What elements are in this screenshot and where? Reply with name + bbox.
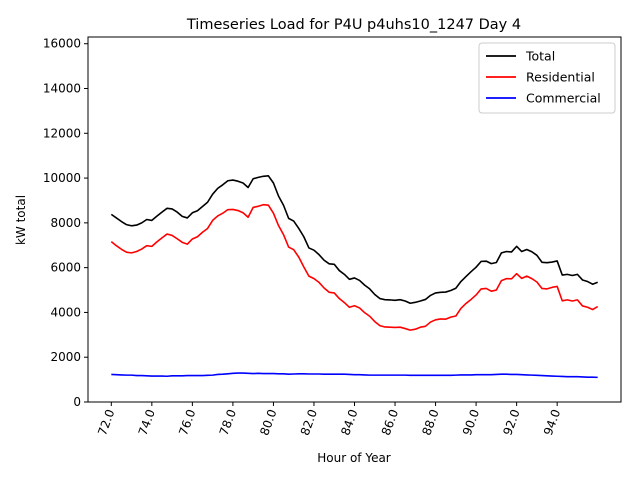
x-tick-label: 74.0 xyxy=(136,407,158,437)
y-tick-label: 16000 xyxy=(43,37,81,51)
x-tick-label: 80.0 xyxy=(257,407,279,437)
y-axis-label: kW total xyxy=(14,195,28,245)
x-tick-label: 72.0 xyxy=(95,407,117,437)
x-tick-label: 94.0 xyxy=(541,407,563,437)
x-tick-label: 90.0 xyxy=(460,407,482,437)
legend-entries: Total Residential Commercial xyxy=(486,49,601,106)
y-tick-label: 10000 xyxy=(43,171,81,185)
x-axis: 72.0 74.0 76.0 78.0 80.0 82.0 84.0 86.0 88.0 90.0… xyxy=(95,402,563,437)
series-line-residential xyxy=(110,203,599,331)
y-tick-label: 0 xyxy=(73,395,81,409)
series-line-total xyxy=(110,175,598,305)
legend-label-residential: Residential xyxy=(526,70,595,85)
y-axis: 0 2000 4000 6000 8000 10000 12000 14000 16000 xyxy=(43,37,88,409)
y-tick-label: 4000 xyxy=(50,305,81,319)
x-tick-label: 92.0 xyxy=(500,407,522,437)
y-tick-label: 6000 xyxy=(50,261,81,275)
y-tick-label: 8000 xyxy=(50,216,81,230)
x-tick-label: 86.0 xyxy=(379,407,401,437)
x-tick-label: 78.0 xyxy=(217,407,239,437)
series-layer xyxy=(110,175,599,379)
x-tick-label: 88.0 xyxy=(419,407,441,437)
legend-box xyxy=(478,42,616,114)
y-tick-label: 12000 xyxy=(43,126,81,140)
x-tick-label: 84.0 xyxy=(338,407,360,437)
series-line-commercial xyxy=(111,372,598,379)
legend-label-commercial: Commercial xyxy=(526,91,601,106)
y-tick-label: 2000 xyxy=(50,350,81,364)
y-tick-label: 14000 xyxy=(43,82,81,96)
legend: Total Residential Commercial xyxy=(478,42,616,114)
x-tick-label: 82.0 xyxy=(298,407,320,437)
chart-title: Timeseries Load for P4U p4uhs10_1247 Day… xyxy=(186,17,521,33)
x-tick-label: 76.0 xyxy=(176,407,198,437)
legend-label-total: Total xyxy=(525,49,555,64)
x-axis-label: Hour of Year xyxy=(317,451,391,465)
